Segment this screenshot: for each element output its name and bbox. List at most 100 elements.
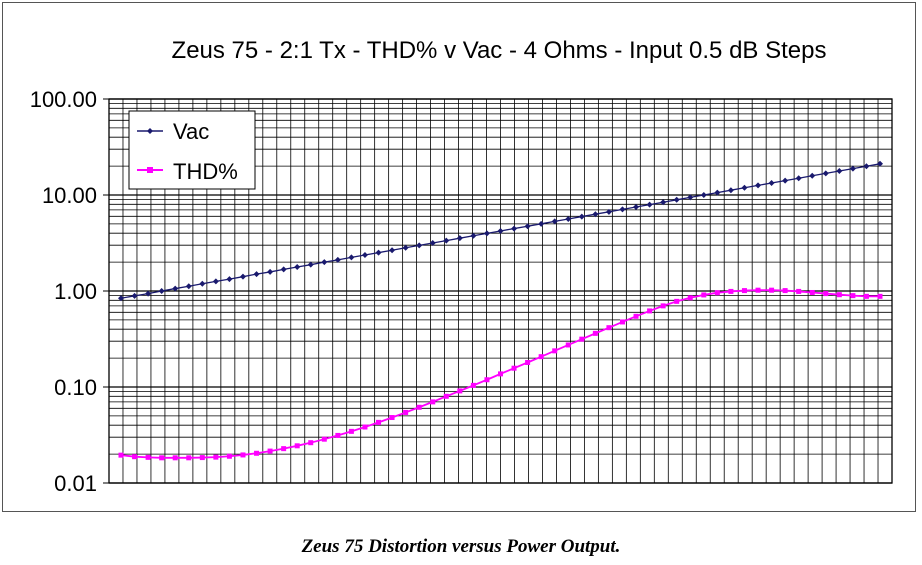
data-point-thd	[592, 330, 598, 336]
data-point-vac	[199, 280, 206, 287]
data-point-vac	[809, 172, 816, 179]
data-point-thd	[145, 454, 151, 460]
data-point-vac	[307, 261, 314, 268]
data-point-vac	[131, 292, 138, 299]
data-point-vac	[226, 276, 233, 283]
data-point-thd	[796, 288, 802, 294]
data-point-thd	[132, 454, 138, 460]
data-point-thd	[538, 354, 544, 360]
data-point-thd	[484, 377, 490, 383]
y-tick-label: 0.10	[54, 375, 97, 400]
data-point-vac	[402, 244, 409, 251]
data-point-thd	[213, 454, 219, 460]
data-point-thd	[782, 288, 788, 294]
data-point-thd	[823, 291, 829, 297]
data-point-thd	[226, 453, 232, 459]
data-point-thd	[172, 455, 178, 461]
data-point-vac	[294, 263, 301, 270]
data-point-thd	[389, 415, 395, 421]
data-point-thd	[836, 292, 842, 298]
data-point-thd	[240, 452, 246, 458]
data-point-vac	[822, 170, 829, 177]
legend-thd-label: THD%	[173, 159, 238, 184]
data-point-vac	[253, 271, 260, 278]
data-point-vac	[429, 240, 436, 247]
data-point-thd	[660, 303, 666, 309]
data-point-thd	[376, 419, 382, 425]
data-point-thd	[470, 382, 476, 388]
data-point-thd	[863, 293, 869, 299]
data-point-thd	[525, 359, 531, 365]
data-point-thd	[809, 289, 815, 295]
y-axis: 100.00 10.00 1.00 0.10 0.01	[30, 87, 109, 496]
data-point-thd	[769, 287, 775, 293]
data-point-thd	[294, 443, 300, 449]
data-point-vac	[185, 283, 192, 290]
data-point-vac	[212, 278, 219, 285]
data-point-vac	[795, 175, 802, 182]
data-point-vac	[877, 160, 883, 167]
data-point-thd	[457, 388, 463, 394]
data-point-vac	[727, 187, 734, 194]
data-point-vac	[633, 203, 640, 210]
data-point-vac	[660, 199, 667, 206]
data-point-vac	[673, 196, 680, 203]
data-point-thd	[552, 348, 558, 354]
data-point-thd	[321, 436, 327, 442]
data-point-vac	[239, 273, 246, 280]
data-point-vac	[511, 225, 518, 232]
data-point-thd	[118, 452, 124, 458]
figure-caption: Zeus 75 Distortion versus Power Output.	[301, 536, 621, 557]
data-point-thd	[281, 446, 287, 452]
data-point-vac	[578, 213, 585, 220]
data-point-thd	[579, 336, 585, 342]
data-point-thd	[308, 440, 314, 446]
data-point-thd	[741, 288, 747, 294]
data-point-thd	[403, 409, 409, 415]
y-tick-label: 0.01	[54, 471, 97, 496]
data-point-vac	[118, 295, 124, 302]
data-point-thd	[511, 365, 517, 371]
data-point-vac	[592, 211, 599, 218]
data-point-thd	[619, 319, 625, 325]
data-point-thd	[430, 399, 436, 405]
data-point-thd	[416, 404, 422, 410]
y-tick-label: 10.00	[42, 183, 97, 208]
data-point-thd	[362, 424, 368, 430]
data-point-vac	[497, 227, 504, 234]
data-point-vac	[836, 168, 843, 175]
data-point-vac	[172, 285, 179, 292]
data-point-thd	[701, 292, 707, 298]
data-point-vac	[145, 290, 152, 297]
data-point-vac	[768, 179, 775, 186]
data-point-thd	[877, 293, 883, 299]
y-tick-label: 1.00	[54, 279, 97, 304]
data-point-thd	[498, 371, 503, 377]
data-point-vac	[389, 247, 396, 254]
data-point-vac	[565, 216, 572, 223]
series-markers	[118, 160, 883, 461]
data-point-thd	[348, 428, 354, 434]
data-point-vac	[348, 254, 355, 261]
data-point-vac	[863, 163, 870, 170]
data-point-vac	[443, 237, 450, 244]
chart-title: Zeus 75 - 2:1 Tx - THD% v Vac - 4 Ohms -…	[172, 37, 827, 64]
data-point-vac	[267, 268, 274, 275]
data-point-thd	[443, 393, 449, 399]
data-point-thd	[850, 293, 856, 299]
data-point-vac	[456, 235, 463, 242]
chart: Zeus 75 - 2:1 Tx - THD% v Vac - 4 Ohms -…	[30, 37, 893, 496]
data-point-vac	[782, 177, 789, 184]
data-point-thd	[647, 308, 653, 314]
legend-vac-marker	[147, 128, 153, 134]
data-point-vac	[646, 201, 653, 208]
data-point-thd	[186, 455, 192, 461]
legend-box	[128, 110, 256, 190]
data-point-thd	[606, 325, 612, 331]
data-point-vac	[158, 288, 165, 294]
data-point-vac	[280, 266, 287, 273]
legend-vac-label: Vac	[173, 119, 209, 144]
data-point-vac	[714, 189, 721, 196]
data-point-thd	[335, 432, 341, 438]
data-point-vac	[700, 192, 707, 198]
